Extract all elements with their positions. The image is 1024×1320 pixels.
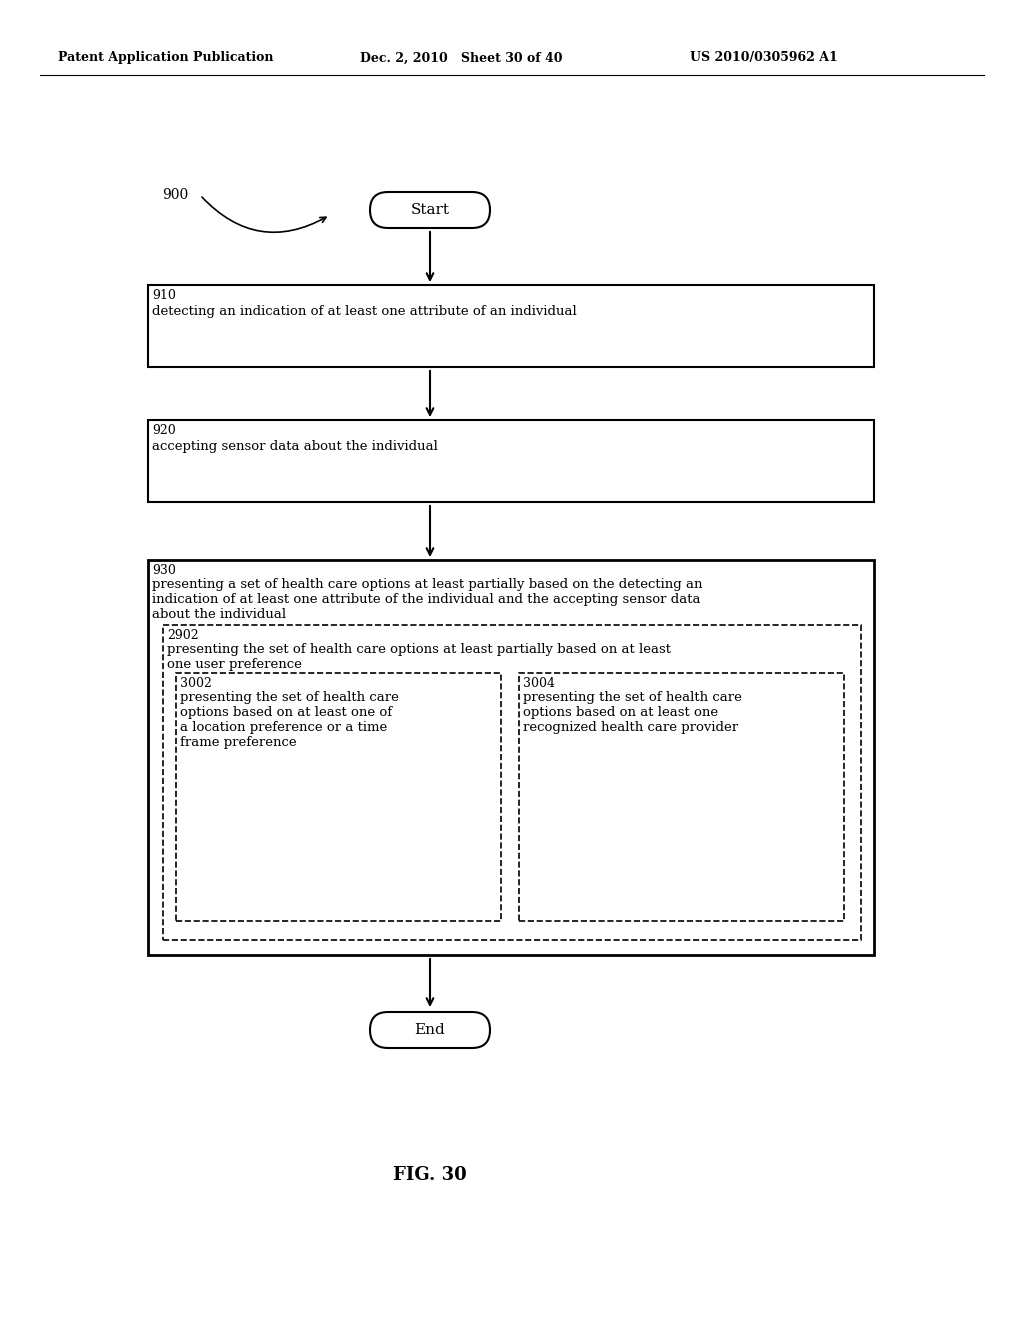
Bar <box>148 560 874 954</box>
Text: Dec. 2, 2010   Sheet 30 of 40: Dec. 2, 2010 Sheet 30 of 40 <box>360 51 562 65</box>
Text: 930: 930 <box>152 564 176 577</box>
Text: indication of at least one attribute of the individual and the accepting sensor : indication of at least one attribute of … <box>152 593 700 606</box>
Text: options based on at least one: options based on at least one <box>523 706 718 719</box>
Text: presenting the set of health care: presenting the set of health care <box>180 690 399 704</box>
Bar <box>148 285 874 367</box>
Text: End: End <box>415 1023 445 1038</box>
Bar <box>176 673 501 921</box>
Bar <box>163 624 861 940</box>
Text: 900: 900 <box>162 187 188 202</box>
Text: presenting a set of health care options at least partially based on the detectin: presenting a set of health care options … <box>152 578 702 591</box>
Text: presenting the set of health care: presenting the set of health care <box>523 690 741 704</box>
Text: accepting sensor data about the individual: accepting sensor data about the individu… <box>152 440 438 453</box>
Text: Start: Start <box>411 203 450 216</box>
Text: frame preference: frame preference <box>180 737 297 748</box>
Text: 3004: 3004 <box>523 677 555 690</box>
Text: 2902: 2902 <box>167 630 199 642</box>
Text: one user preference: one user preference <box>167 657 302 671</box>
Text: presenting the set of health care options at least partially based on at least: presenting the set of health care option… <box>167 643 671 656</box>
Bar <box>148 420 874 502</box>
Bar <box>519 673 844 921</box>
Text: 910: 910 <box>152 289 176 302</box>
FancyBboxPatch shape <box>370 191 490 228</box>
Text: detecting an indication of at least one attribute of an individual: detecting an indication of at least one … <box>152 305 577 318</box>
Text: 920: 920 <box>152 424 176 437</box>
Text: 3002: 3002 <box>180 677 212 690</box>
Text: a location preference or a time: a location preference or a time <box>180 721 387 734</box>
Text: FIG. 30: FIG. 30 <box>393 1166 467 1184</box>
Text: options based on at least one of: options based on at least one of <box>180 706 392 719</box>
Text: recognized health care provider: recognized health care provider <box>523 721 738 734</box>
Text: US 2010/0305962 A1: US 2010/0305962 A1 <box>690 51 838 65</box>
Text: Patent Application Publication: Patent Application Publication <box>58 51 273 65</box>
Text: about the individual: about the individual <box>152 609 286 620</box>
FancyBboxPatch shape <box>370 1012 490 1048</box>
